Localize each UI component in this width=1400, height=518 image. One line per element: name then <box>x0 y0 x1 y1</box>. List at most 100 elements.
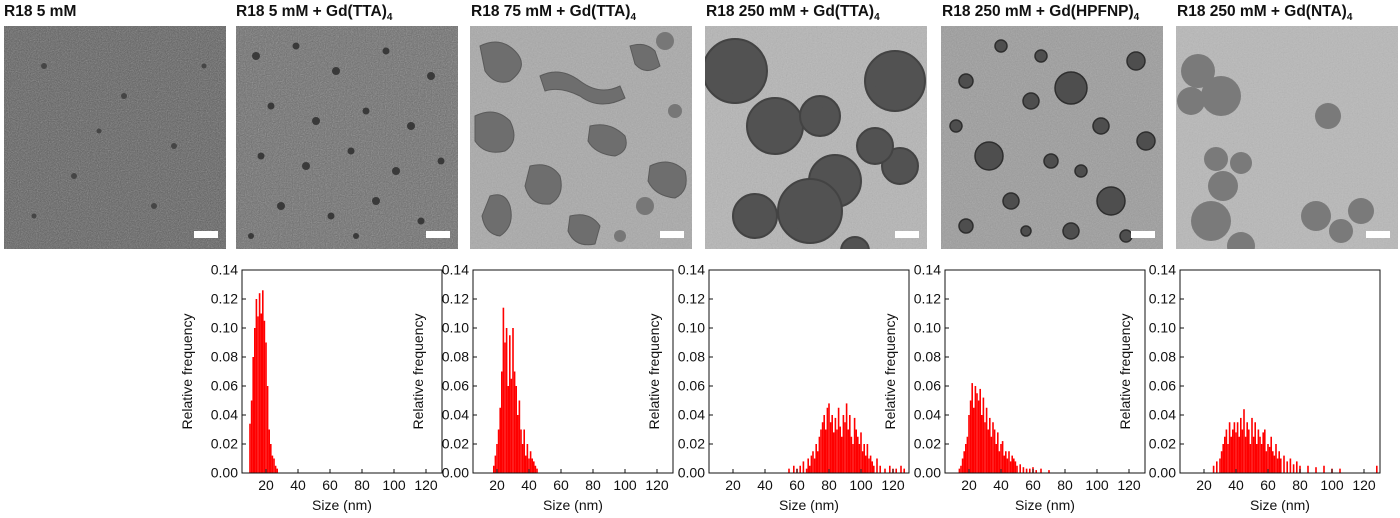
histogram-bar <box>1000 444 1002 473</box>
x-tick-label: 60 <box>1025 477 1041 493</box>
histogram-bar <box>821 422 824 473</box>
histogram-bar <box>834 417 837 473</box>
histogram-bar <box>989 417 991 473</box>
histogram-bar <box>969 400 972 473</box>
histogram-bar <box>788 468 790 473</box>
histogram-bar <box>1040 468 1042 473</box>
histogram-bar <box>828 403 830 473</box>
histogram-bar <box>502 307 505 473</box>
histogram-bar <box>1222 444 1224 473</box>
y-axis-label: Relative frequency <box>882 314 898 430</box>
histogram-bar <box>1252 436 1255 473</box>
histogram-bar <box>274 465 277 473</box>
histogram-bar <box>501 371 503 473</box>
histogram-bar <box>497 429 500 473</box>
histogram-bar <box>817 451 819 473</box>
histogram-bar <box>276 468 278 473</box>
x-tick-label: 20 <box>258 477 274 493</box>
tem-image-6 <box>1176 26 1398 249</box>
histogram-bar <box>1009 461 1012 473</box>
histogram-bar <box>499 407 501 473</box>
scale-bar <box>1131 231 1155 238</box>
x-tick-label: 100 <box>613 477 637 493</box>
y-tick-label: 0.14 <box>1149 262 1176 278</box>
histogram-bar <box>1376 465 1378 473</box>
histogram-bar <box>813 458 816 473</box>
histogram-bar <box>1246 422 1248 473</box>
histogram-bar <box>990 436 993 473</box>
histogram-bar <box>979 388 981 473</box>
histogram-bar <box>512 328 514 473</box>
x-tick-label: 120 <box>645 477 669 493</box>
y-tick-label: 0.02 <box>211 436 238 452</box>
y-tick-label: 0.00 <box>442 465 469 481</box>
histogram-bar <box>507 386 509 473</box>
plot-frame <box>708 269 910 474</box>
histogram-bar <box>860 432 862 473</box>
histogram-bar <box>839 426 841 473</box>
x-tick-label: 120 <box>414 477 438 493</box>
histogram-bar <box>1275 444 1277 473</box>
histogram-bar <box>1029 468 1031 473</box>
panel-title-2-sub: 4 <box>386 12 393 24</box>
histogram-bar <box>1005 451 1007 473</box>
histogram-bar <box>849 415 851 473</box>
histogram-bar <box>1244 436 1247 473</box>
y-tick-label: 0.14 <box>211 262 238 278</box>
histogram-bar <box>262 290 264 473</box>
histogram-1: 0.00 0.02 0.04 0.06 0.08 0.10 0.12 0.14 20 40 60 80… <box>179 262 443 513</box>
x-tick-label: 120 <box>1352 477 1376 493</box>
histogram-bar <box>958 468 961 473</box>
histogram-bar <box>1212 465 1215 473</box>
tem-image-2 <box>236 26 458 249</box>
x-axis-label: Size (nm) <box>1250 497 1310 513</box>
y-tick-label: 0.06 <box>1149 378 1176 394</box>
histogram-4: 0.00 0.02 0.04 0.06 0.08 0.10 0.12 0.14 20 40 60 80… <box>882 262 1146 513</box>
histogram-bar <box>963 451 965 473</box>
y-tick-label: 0.10 <box>442 320 469 336</box>
histogram-bar <box>249 423 251 473</box>
y-tick-label: 0.02 <box>678 436 705 452</box>
plot-frame <box>241 269 443 474</box>
histogram-bar <box>521 444 524 473</box>
histogram-bar <box>534 465 537 473</box>
scale-bar <box>1366 231 1390 238</box>
histogram-bar <box>1225 429 1228 473</box>
x-tick-label: 60 <box>322 477 338 493</box>
histogram-bar <box>853 417 856 473</box>
histogram-bar <box>826 407 829 473</box>
x-tick-label: 20 <box>961 477 977 493</box>
histogram-bar <box>1272 451 1274 473</box>
histogram-bar <box>845 403 848 473</box>
histogram-bar <box>884 468 886 473</box>
histogram-bar <box>1011 455 1013 473</box>
y-tick-label: 0.08 <box>211 349 238 365</box>
histogram-bar <box>841 436 843 473</box>
histogram-bar <box>1240 417 1242 473</box>
x-tick-label: 80 <box>585 477 601 493</box>
histogram-bar <box>263 320 266 473</box>
panel-title-6-text: R18 250 mM + Gd(NTA) <box>1177 3 1347 20</box>
histogram-bar <box>844 422 846 473</box>
histogram-bar <box>1249 444 1252 473</box>
histogram-bar <box>812 451 814 473</box>
x-tick-label: 20 <box>725 477 741 493</box>
histogram-bar <box>984 422 986 473</box>
histogram-bar <box>270 444 272 473</box>
histogram-bar <box>505 328 508 473</box>
histogram-bar <box>809 465 811 473</box>
histogram-bar <box>1251 417 1253 473</box>
histogram-bar <box>268 429 270 473</box>
scale-bar <box>895 231 919 238</box>
histogram-bar <box>852 444 854 473</box>
histogram-bar <box>973 407 975 473</box>
histogram-bar <box>995 444 997 473</box>
histogram-bar <box>1278 451 1280 473</box>
histogram-bar <box>1264 429 1266 473</box>
histogram-bar <box>961 458 964 473</box>
histogram-bar <box>1256 444 1258 473</box>
x-tick-label: 40 <box>757 477 773 493</box>
x-tick-label: 120 <box>1117 477 1141 493</box>
y-tick-label: 0.08 <box>442 349 469 365</box>
histogram-bar <box>1238 436 1240 473</box>
